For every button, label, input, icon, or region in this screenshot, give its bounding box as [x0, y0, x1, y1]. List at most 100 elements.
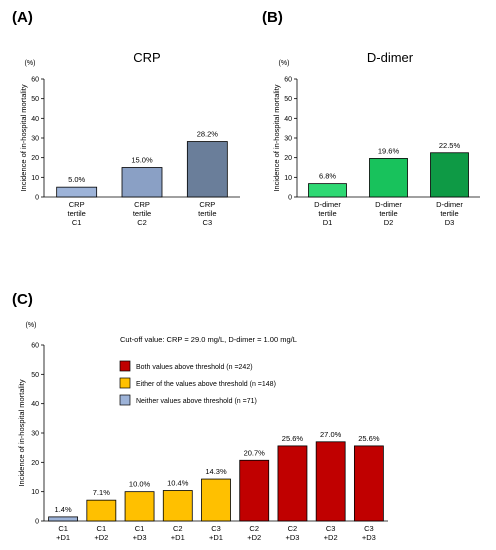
bar-value-label: 15.0% — [131, 156, 153, 165]
bar-value-label: 19.6% — [378, 146, 400, 155]
x-category-label: tertile — [318, 209, 336, 218]
x-category-label: +D3 — [133, 533, 147, 542]
bar-value-label: 25.6% — [282, 434, 304, 443]
x-category-label: C3 — [203, 218, 213, 227]
bar — [430, 152, 469, 198]
y-axis-label: Incidence of in-hospital mortality — [272, 84, 281, 191]
x-category-label: C1 — [97, 524, 107, 533]
y-tick-label: 60 — [31, 77, 39, 84]
y-tick-label: 60 — [31, 343, 39, 350]
bar-value-label: 6.8% — [319, 172, 336, 181]
bar-value-label: 1.4% — [55, 505, 72, 514]
bar-value-label: 27.0% — [320, 430, 342, 439]
bar-value-label: 25.6% — [358, 434, 380, 443]
legend-label: Both values above threshold (n =242) — [136, 364, 253, 371]
bar — [308, 183, 347, 198]
x-category-label: +D2 — [247, 533, 261, 542]
x-category-label: CRP — [134, 200, 150, 209]
bar — [277, 445, 308, 522]
bar — [369, 158, 408, 198]
combined-chart: (%) Incidence of in-hospital mortality 0 10… — [17, 322, 388, 542]
y-tick-label: 40 — [284, 116, 292, 123]
x-category-label: D2 — [384, 218, 394, 227]
x-category-label: tertile — [440, 209, 458, 218]
bar — [86, 499, 117, 522]
legend-swatch — [119, 394, 131, 406]
legend-label: Neither values above threshold (n =71) — [136, 398, 257, 405]
bar-value-label: 5.0% — [68, 175, 85, 184]
panel-b-label: (B) — [262, 9, 283, 26]
x-category-label: C3 — [326, 524, 336, 533]
bar — [124, 491, 155, 522]
bar-value-label: 28.2% — [197, 130, 219, 139]
x-category-label: +D1 — [56, 533, 70, 542]
x-category-label: tertile — [133, 209, 151, 218]
y-tick-label: 40 — [31, 401, 39, 408]
d-dimer-chart: D-dimer (%) Incidence of in-hospital morta… — [272, 50, 480, 227]
y-unit-label: (%) — [279, 60, 290, 67]
y-tick-label: 20 — [31, 155, 39, 162]
chart-title: D-dimer — [367, 50, 414, 65]
x-category-label: D-dimer — [375, 200, 402, 209]
y-tick-label: 20 — [284, 155, 292, 162]
x-category-label: +D1 — [209, 533, 223, 542]
x-category-label: D1 — [323, 218, 333, 227]
y-tick-label: 10 — [31, 489, 39, 496]
y-unit-label: (%) — [25, 60, 36, 67]
bar — [201, 478, 231, 522]
x-category-label: D3 — [445, 218, 455, 227]
bar-value-label: 14.3% — [205, 467, 227, 476]
x-category-label: C3 — [211, 524, 221, 533]
x-category-label: C1 — [58, 524, 68, 533]
legend-swatch — [119, 377, 131, 389]
x-category-label: +D3 — [285, 533, 299, 542]
x-category-label: C2 — [137, 218, 147, 227]
x-category-label: tertile — [198, 209, 216, 218]
y-tick-label: 30 — [31, 431, 39, 438]
x-category-label: C2 — [288, 524, 298, 533]
x-category-label: D-dimer — [436, 200, 463, 209]
bar-value-label: 22.5% — [439, 141, 461, 150]
x-category-label: tertile — [67, 209, 85, 218]
bar — [56, 186, 98, 198]
x-category-label: +D2 — [324, 533, 338, 542]
crp-chart: CRP (%) Incidence of in-hospital mortality… — [19, 50, 240, 227]
x-category-label: +D3 — [362, 533, 376, 542]
bar — [353, 445, 384, 522]
x-category-label: C2 — [173, 524, 183, 533]
y-tick-label: 50 — [31, 96, 39, 103]
y-axis-label: Incidence of in-hospital mortality — [17, 379, 26, 486]
x-category-label: C1 — [135, 524, 145, 533]
bar — [48, 516, 79, 522]
y-tick-label: 0 — [35, 195, 39, 202]
y-tick-label: 50 — [284, 96, 292, 103]
bar-value-label: 20.7% — [244, 448, 266, 457]
y-tick-label: 30 — [31, 136, 39, 143]
bar — [121, 167, 163, 198]
y-tick-label: 10 — [31, 175, 39, 182]
y-tick-label: 20 — [31, 460, 39, 467]
x-category-label: tertile — [379, 209, 397, 218]
bar-value-label: 7.1% — [93, 488, 110, 497]
cutoff-annotation: Cut-off value: CRP = 29.0 mg/L, D-dimer … — [120, 335, 297, 344]
bar — [186, 141, 228, 198]
x-category-label: C3 — [364, 524, 374, 533]
bar — [315, 441, 346, 522]
y-tick-label: 0 — [35, 519, 39, 526]
y-tick-label: 40 — [31, 116, 39, 123]
y-tick-label: 60 — [284, 77, 292, 84]
x-category-label: CRP — [69, 200, 85, 209]
legend-swatch — [119, 360, 131, 372]
bar — [239, 459, 270, 522]
bar-value-label: 10.0% — [129, 480, 151, 489]
y-tick-label: 0 — [288, 195, 292, 202]
x-category-label: +D2 — [94, 533, 108, 542]
bar — [162, 490, 193, 522]
x-category-label: D-dimer — [314, 200, 341, 209]
bar-value-label: 10.4% — [167, 478, 189, 487]
x-category-label: C2 — [249, 524, 259, 533]
y-tick-label: 10 — [284, 175, 292, 182]
y-unit-label: (%) — [26, 322, 37, 329]
x-category-label: CRP — [199, 200, 215, 209]
